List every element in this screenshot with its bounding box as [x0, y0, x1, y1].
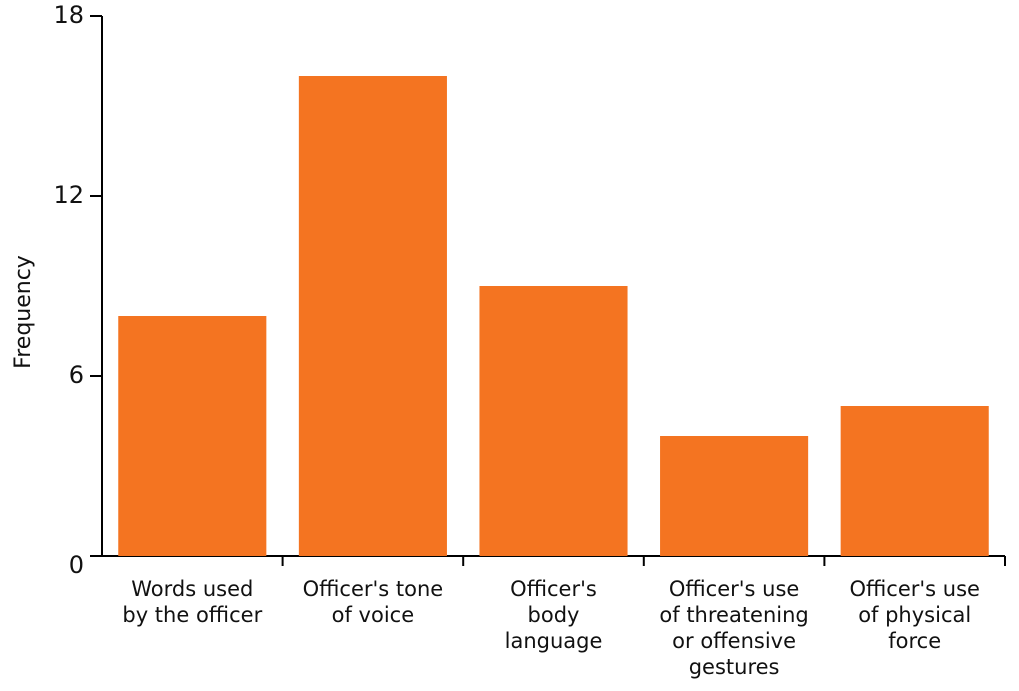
- bar: [298, 76, 447, 556]
- y-tick-label: 18: [53, 1, 84, 29]
- x-tick-label-line: Words used: [131, 577, 253, 601]
- x-tick-label-line: body: [528, 603, 580, 627]
- x-tick-label-line: language: [505, 629, 603, 653]
- x-tick-label-line: of threatening: [659, 603, 808, 627]
- x-tick-label-line: or offensive: [672, 629, 796, 653]
- x-tick-label-line: of voice: [332, 603, 415, 627]
- bar: [479, 286, 628, 556]
- x-tick-label-line: force: [888, 629, 941, 653]
- x-tick-label-line: gestures: [689, 655, 780, 679]
- bar: [118, 316, 267, 556]
- y-axis-label: Frequency: [11, 255, 36, 369]
- bar: [660, 436, 809, 556]
- x-tick-label: Officer's body language: [505, 577, 603, 653]
- y-tick-label: 6: [69, 361, 84, 389]
- x-tick-label: Officer's use of physical force: [849, 577, 980, 653]
- x-tick-label-line: Officer's: [510, 577, 597, 601]
- x-tick-label: Officer's tone of voice: [303, 577, 444, 627]
- x-tick-label-line: Officer's use: [669, 577, 800, 601]
- x-tick-label-line: by the officer: [122, 603, 262, 627]
- x-tick-label: Officer's use of threatening or offensive g…: [659, 577, 808, 679]
- x-tick-label-line: of physical: [858, 603, 971, 627]
- y-tick-label: 0: [69, 551, 84, 579]
- bar: [840, 406, 989, 556]
- x-tick-label-line: Officer's tone: [303, 577, 444, 601]
- y-tick-label: 12: [53, 181, 84, 209]
- x-tick-label: Words used by the officer: [122, 577, 262, 627]
- x-tick-label-line: Officer's use: [849, 577, 980, 601]
